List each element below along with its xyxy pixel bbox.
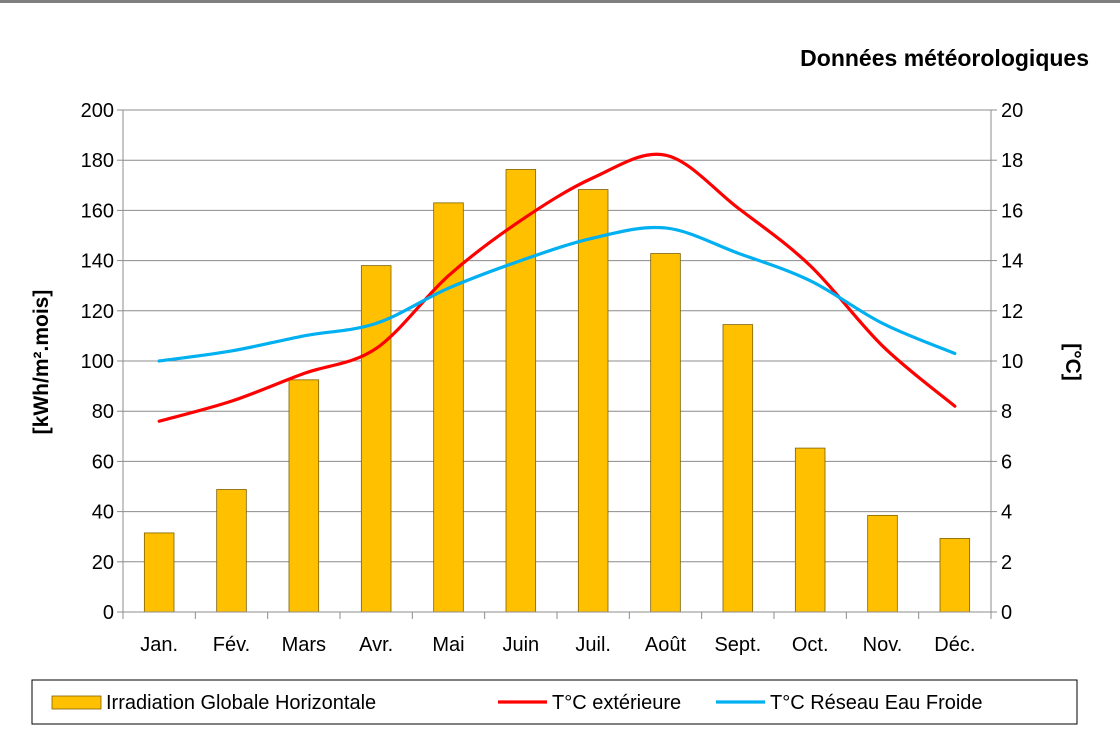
- bar-series: [143, 169, 971, 613]
- y2-tick-label: 12: [1001, 301, 1023, 323]
- y2-tick-label: 16: [1001, 200, 1023, 222]
- axes: 0 20 40 60 80 100 120 140 160 180 200 0 2 4 6 8 10 12 14 16…: [81, 100, 1024, 656]
- y-axis-title: [kWh/m².mois]: [30, 290, 53, 435]
- y-tick-label: 80: [92, 401, 114, 423]
- bar: [143, 532, 175, 613]
- bar: [650, 253, 681, 613]
- y2-tick-label: 6: [1001, 451, 1012, 473]
- series-line: [157, 152, 957, 423]
- x-tick-label: Août: [645, 634, 687, 656]
- y-tick-label: 120: [81, 301, 114, 323]
- y-tick-label: 40: [92, 502, 114, 524]
- legend-label: Irradiation Globale Horizontale: [106, 692, 376, 714]
- x-tick-label: Mars: [282, 634, 326, 656]
- x-tick-label: Juin: [502, 634, 539, 656]
- y-tick-label: 160: [81, 200, 114, 222]
- y-tick-label: 100: [81, 351, 114, 373]
- window-top-border: [0, 0, 1120, 3]
- y-tick-label: 60: [92, 451, 114, 473]
- x-tick-label: Oct.: [792, 634, 829, 656]
- x-tick-label: Juil.: [575, 634, 611, 656]
- x-tick-label: Déc.: [934, 634, 975, 656]
- y-tick-label: 0: [103, 602, 114, 624]
- y2-axis-title: [°C]: [1061, 343, 1084, 381]
- gridlines: [123, 109, 991, 563]
- y2-tick-label: 14: [1001, 251, 1023, 273]
- legend-box: [31, 679, 1078, 725]
- x-tick-label: Nov.: [863, 634, 903, 656]
- bar: [433, 202, 464, 613]
- y2-tick-label: 0: [1001, 602, 1012, 624]
- y2-tick-label: 20: [1001, 100, 1023, 122]
- bar: [577, 189, 609, 613]
- bar: [722, 324, 754, 613]
- y2-tick-label: 18: [1001, 150, 1023, 172]
- series-line: [157, 225, 957, 363]
- y2-tick-label: 2: [1001, 552, 1012, 574]
- legend-swatch: [51, 695, 102, 710]
- bar: [939, 538, 971, 613]
- y2-tick-label: 10: [1001, 351, 1023, 373]
- y-tick-label: 180: [81, 150, 114, 172]
- x-tick-label: Fév.: [213, 634, 250, 656]
- bar: [360, 265, 392, 613]
- y2-tick-label: 8: [1001, 401, 1012, 423]
- y2-tick-label: 4: [1001, 502, 1012, 524]
- x-tick-label: Jan.: [140, 634, 178, 656]
- y-tick-label: 140: [81, 251, 114, 273]
- bar: [505, 169, 537, 613]
- chart-title: Données météorologiques: [800, 45, 1089, 71]
- x-tick-label: Avr.: [359, 634, 393, 656]
- bar: [794, 447, 826, 613]
- legend-label: T°C Réseau Eau Froide: [770, 692, 983, 714]
- legend: Irradiation Globale Horizontale T°C extér…: [31, 679, 1078, 725]
- bar: [867, 514, 898, 613]
- y-tick-label: 20: [92, 552, 114, 574]
- x-tick-label: Sept.: [714, 634, 761, 656]
- y-tick-label: 200: [81, 100, 114, 122]
- bar: [216, 489, 247, 613]
- line-series: [157, 152, 957, 423]
- bar: [288, 379, 320, 613]
- x-tick-label: Mai: [432, 634, 464, 656]
- legend-label: T°C extérieure: [552, 692, 681, 714]
